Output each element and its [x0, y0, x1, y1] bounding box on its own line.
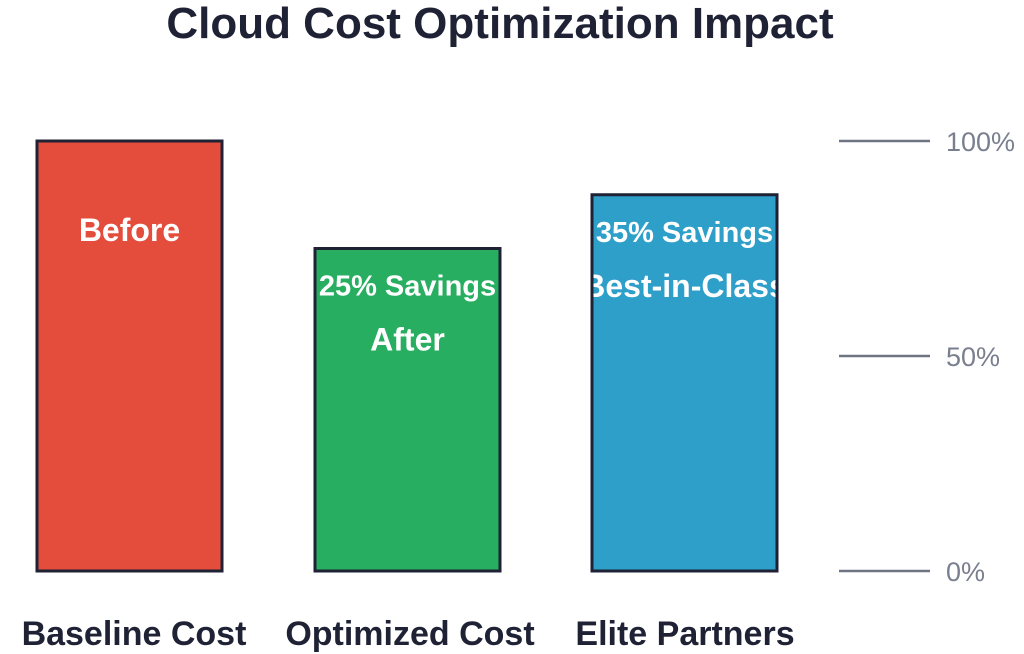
y-tick-label: 100%: [946, 127, 1015, 157]
y-axis: 0% 50% 100%: [839, 127, 1015, 587]
bar-label: 35% Savings: [596, 217, 773, 249]
category-label: Optimized Cost: [285, 615, 534, 653]
category-label: Elite Partners: [575, 615, 794, 653]
bar-elite-partners: [590, 193, 779, 573]
y-tick-label: 0%: [946, 557, 985, 587]
chart-title: Cloud Cost Optimization Impact: [166, 0, 834, 48]
category-labels: Baseline Cost Optimized Cost Elite Partner…: [22, 615, 795, 653]
bar-label: After: [370, 322, 445, 358]
bar-label: Best-in-Class: [582, 268, 787, 304]
bar-label: Before: [79, 212, 180, 248]
category-label: Baseline Cost: [22, 615, 247, 653]
y-tick-label: 50%: [946, 342, 1000, 372]
bar-label: 25% Savings: [319, 271, 496, 303]
bars-group: Before 25% Savings After 35% Savings Best-in…: [35, 139, 787, 573]
bar-baseline-cost: [35, 139, 224, 573]
bar-optimized-cost: [313, 247, 502, 573]
